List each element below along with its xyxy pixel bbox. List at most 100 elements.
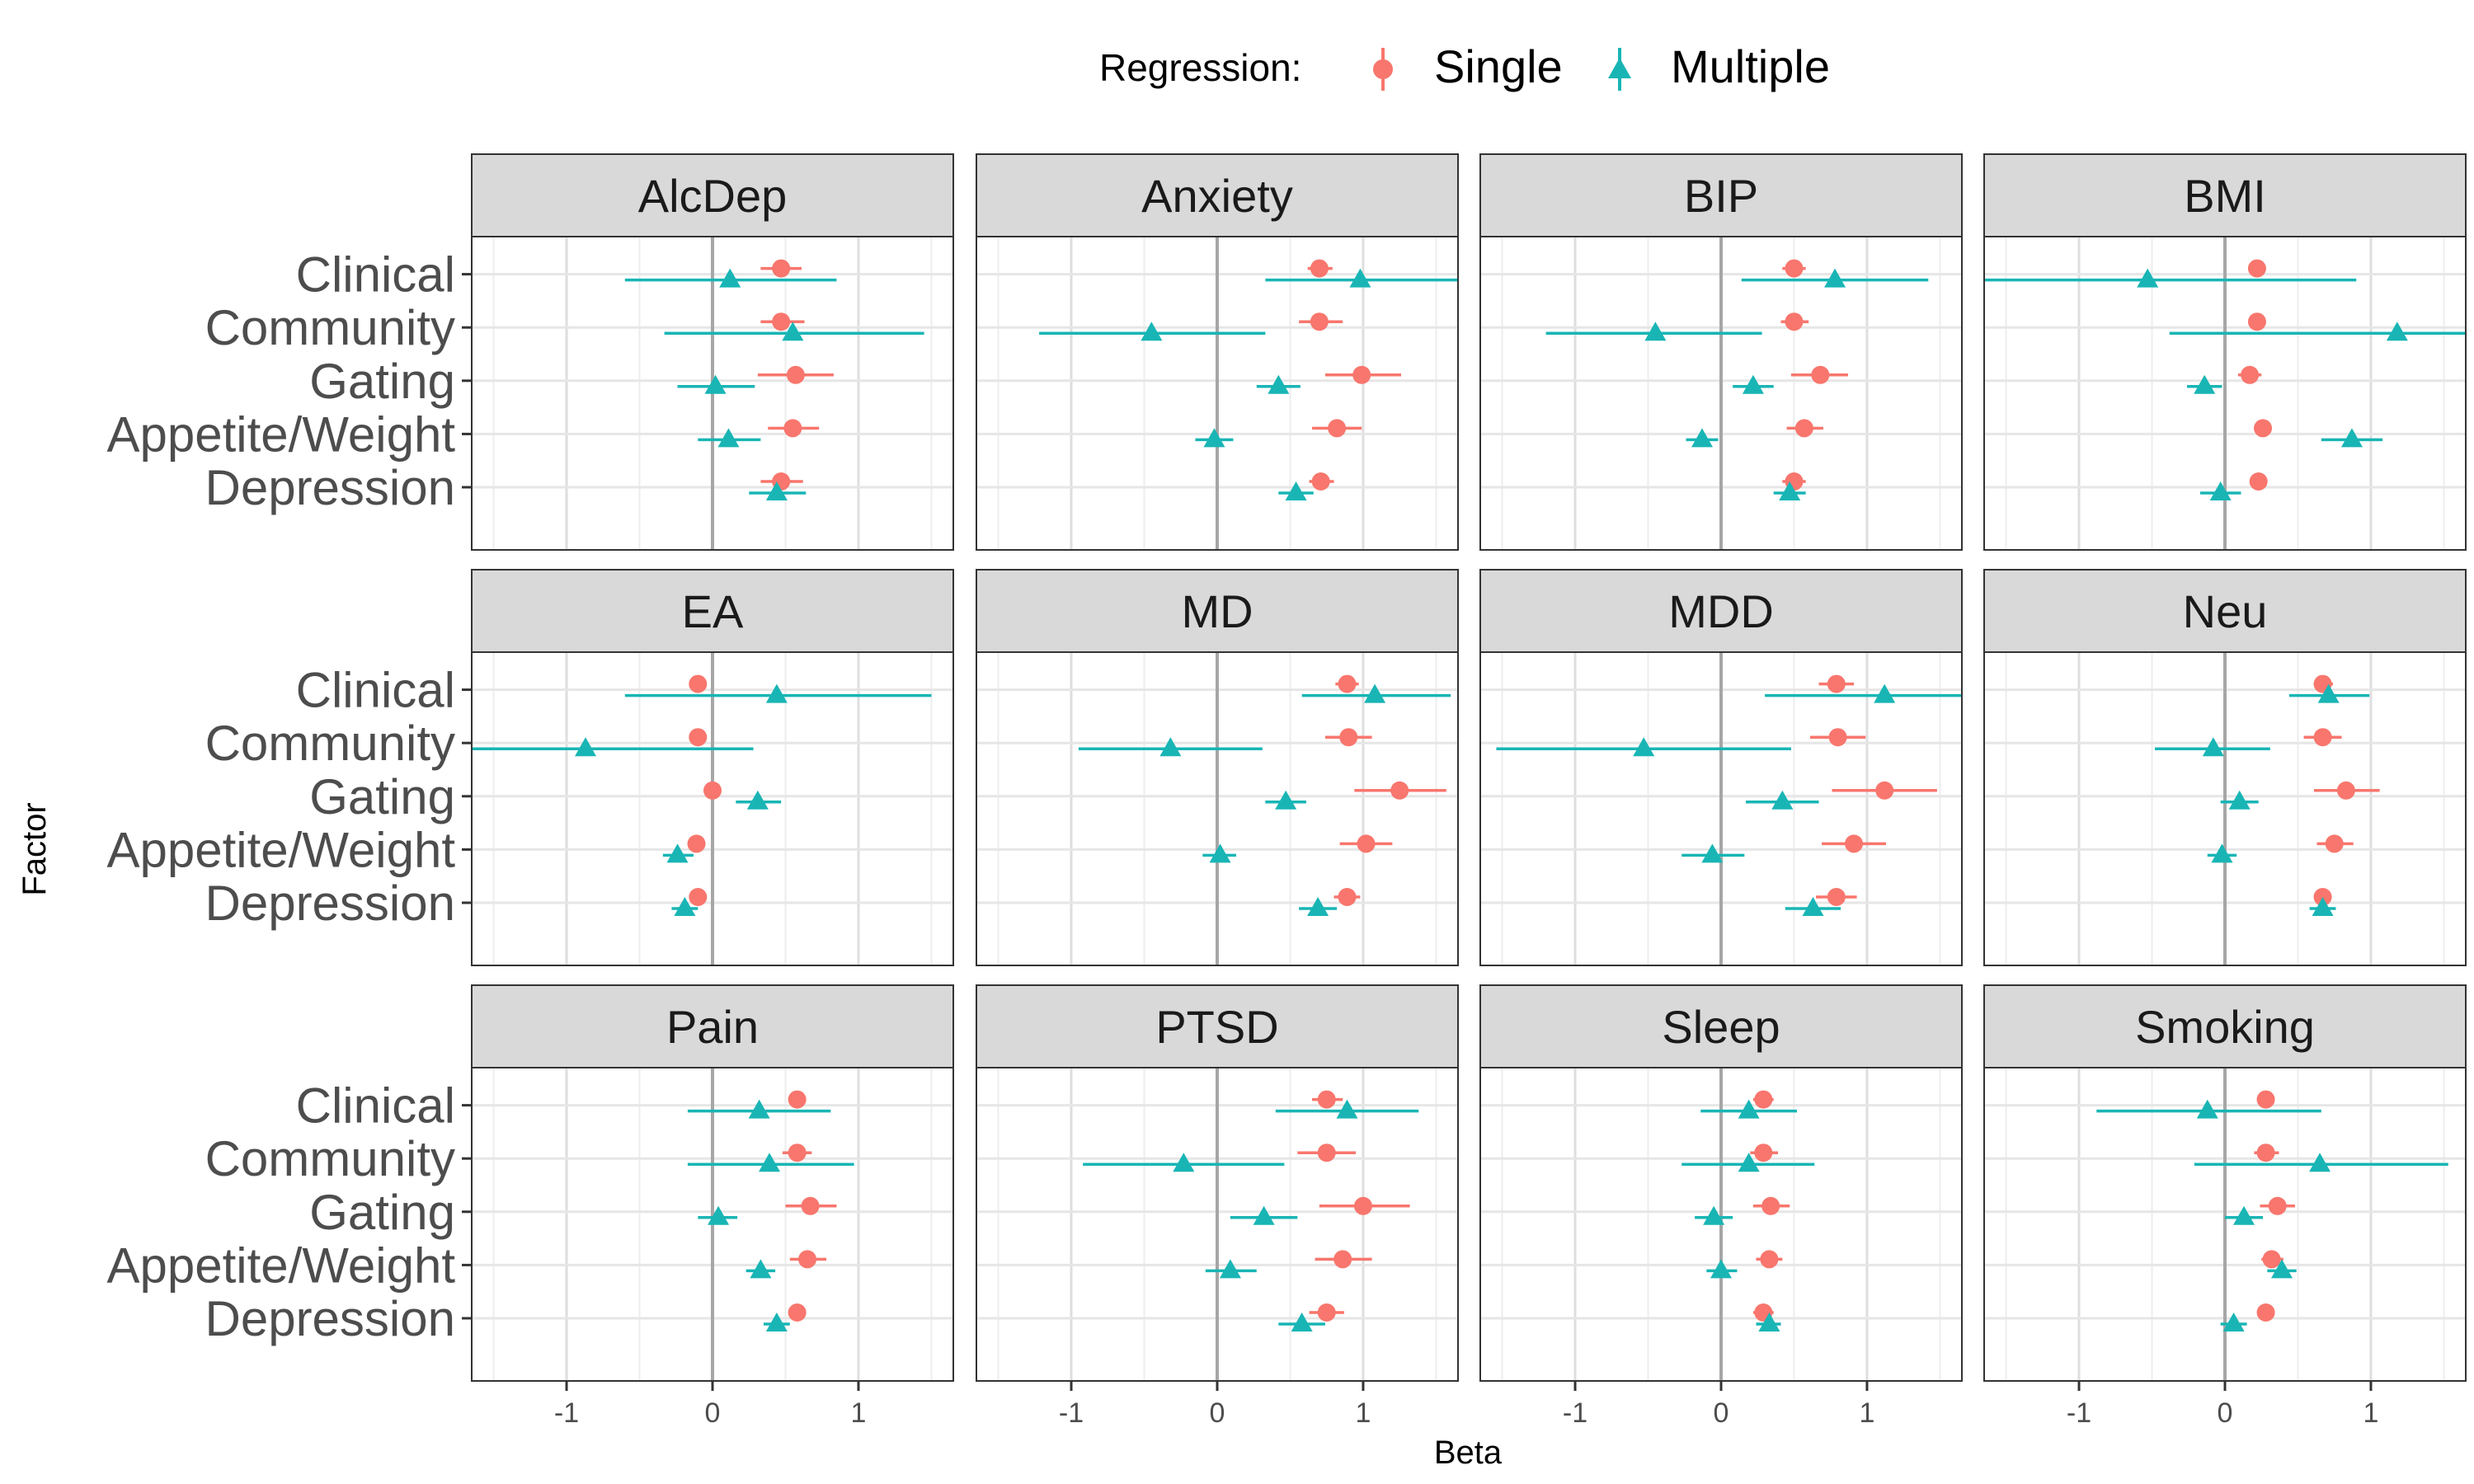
factor-label: Depression [205,460,456,515]
panel-bmi: BMI [1983,153,2467,551]
legend-key-triangle [1608,58,1631,78]
multiple-point [750,1259,772,1279]
multiple-point [765,1313,788,1331]
multiple-point [719,268,741,288]
multiple-point [765,481,788,500]
multiple-point [2211,843,2233,863]
single-point [1317,1090,1336,1109]
single-point [1390,781,1409,800]
single-point [1827,888,1846,906]
single-point [2256,1144,2275,1162]
multiple-point [2194,374,2216,394]
single-point [2336,781,2355,800]
multiple-point [1275,790,1297,810]
multiple-point [1644,322,1667,341]
panel-border [1479,651,1963,966]
multiple-point [1364,683,1386,703]
legend-label: Single [1434,40,1563,92]
single-point [798,1250,817,1269]
multiple-point [759,1153,781,1172]
multiple-point [782,322,804,341]
multiple-point [2233,1205,2255,1225]
factor-label: Appetite/Weight [107,406,456,462]
panel-ea: EA ClinicalCommunityGatingAppetite/Weight… [107,569,954,966]
panel-md: MD [976,569,1459,966]
factor-label: Appetite/Weight [107,822,456,877]
panel-strip [1983,984,2467,1068]
panel-title: Sleep [1662,1001,1780,1053]
single-point [786,365,805,384]
panel-smoking: Smoking -1 0 1 [1983,984,2467,1429]
single-point [1785,259,1804,278]
single-point [2247,312,2266,331]
panel-title: AlcDep [638,170,788,222]
single-point [1875,781,1894,800]
multiple-point [1141,322,1163,341]
panel-mdd: MDD [1479,569,1963,966]
legend-title: Regression: [1099,46,1301,89]
panel-border [1983,651,2467,966]
single-point [1353,1196,1372,1215]
single-point [1357,834,1376,853]
factor-label: Gating [309,1185,455,1240]
single-point [1828,728,1847,747]
multiple-point [1336,1099,1358,1119]
multiple-point [1742,374,1764,394]
x-tick-label: 0 [1714,1397,1729,1429]
factor-label: Clinical [296,247,455,303]
multiple-point [2312,897,2334,916]
factor-label: Depression [205,876,456,931]
panel-border [1983,236,2467,551]
single-point [1352,365,1371,384]
panel-strip [976,153,1459,237]
panel-ptsd: PTSD -1 0 1 [976,984,1459,1429]
multiple-point [2137,268,2159,288]
x-tick-label: 0 [2218,1397,2233,1429]
single-point [1310,312,1329,331]
multiple-point [717,428,740,448]
multiple-point [666,843,689,863]
multiple-point [1268,374,1290,394]
panel-title: MDD [1668,585,1774,637]
x-tick-label: -1 [1563,1397,1587,1429]
single-point [2325,834,2344,853]
factor-label: Appetite/Weight [107,1237,456,1293]
panel-sleep: Sleep -1 0 1 [1479,984,1963,1429]
panels: AlcDepClinicalCommunityGatingAppetite/We… [107,153,2467,1429]
single-point [1754,1090,1773,1109]
single-point [2268,1196,2287,1215]
multiple-point [2309,1153,2331,1172]
x-tick-label: 1 [2363,1397,2379,1429]
single-point [2256,1303,2275,1322]
multiple-point [1203,428,1225,448]
multiple-point [2386,322,2408,341]
single-point [1845,834,1864,853]
legend-entry-single: Single [1373,40,1563,92]
panel-strip [471,984,954,1068]
panel-title: EA [682,585,744,637]
x-tick-label: 1 [1356,1397,1371,1429]
multiple-point [1802,897,1824,916]
x-tick-label: 1 [851,1397,867,1429]
single-point [1785,312,1804,331]
panel-title: Anxiety [1141,170,1293,222]
single-point [687,834,706,853]
panel-title: BIP [1684,170,1758,222]
single-point [783,419,802,438]
panel-title: Smoking [2135,1001,2315,1053]
panel-title: PTSD [1155,1001,1278,1053]
x-axis-title: Beta [1434,1435,1503,1471]
multiple-point [708,1205,730,1225]
single-point [1827,674,1846,693]
panel-border [471,236,954,551]
multiple-point [765,683,788,703]
multiple-point [1771,790,1794,810]
panel-neu: Neu [1983,569,2467,966]
panel-title: Pain [666,1001,759,1053]
multiple-point [674,897,696,916]
multiple-point [2228,790,2251,810]
panel-border [976,236,1459,551]
factor-label: Depression [205,1291,456,1346]
legend-entry-multiple: Multiple [1608,40,1830,92]
